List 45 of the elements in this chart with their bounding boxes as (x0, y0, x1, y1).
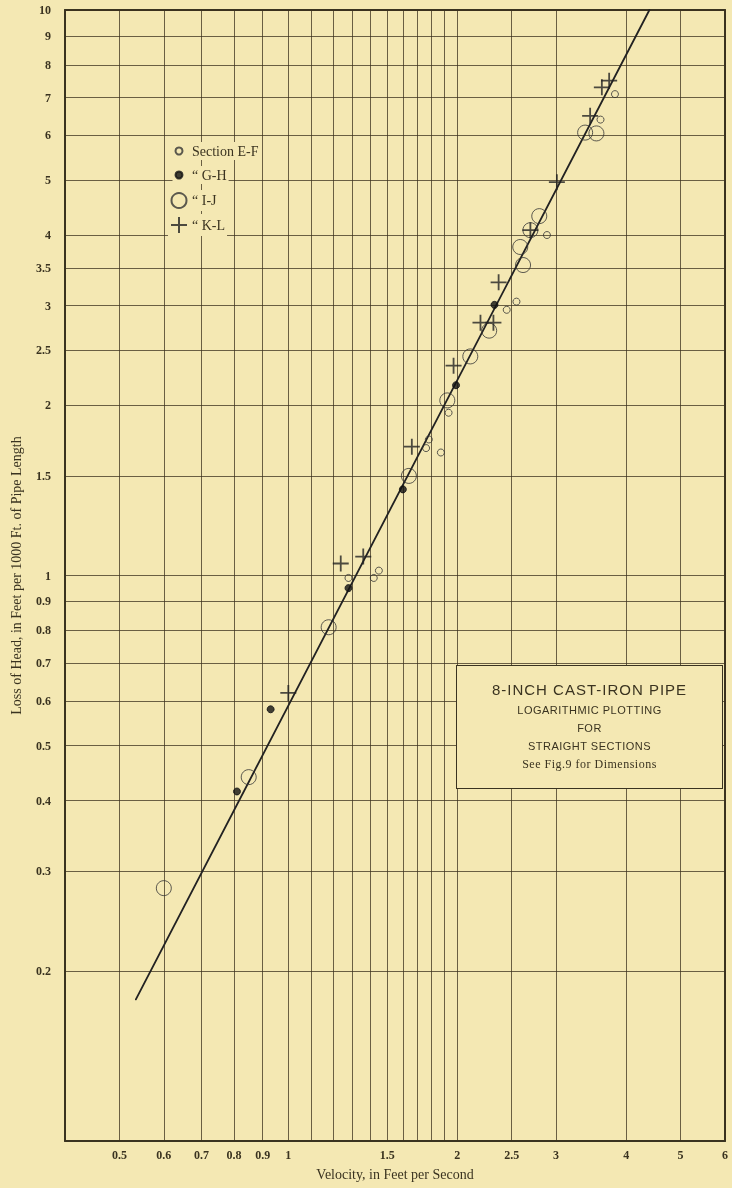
x-tick-label: 0.9 (255, 1148, 271, 1162)
y-tick-label: 2 (45, 398, 51, 413)
y-tick-label: 0.4 (36, 793, 51, 808)
y-tick-label: 3.5 (36, 260, 51, 275)
legend-label: “ G-H (192, 167, 227, 183)
x-tick-label: 5 (677, 1148, 684, 1162)
annotation: LOGARITHMIC PLOTTING (516, 703, 663, 718)
y-tick-label: 0.2 (36, 963, 51, 978)
x-tick-label: 3 (553, 1148, 560, 1162)
annotation: See Fig.9 for Dimensions (521, 756, 658, 773)
y-tick-label: 0.8 (36, 623, 51, 638)
annotation: STRAIGHT SECTIONS (526, 739, 653, 754)
y-tick-label: 2.5 (36, 343, 51, 358)
y-tick-label: 3 (45, 298, 51, 313)
x-tick-label: 0.7 (193, 1148, 209, 1162)
x-tick-label: 2.5 (504, 1148, 520, 1162)
y-tick-label: 0.7 (36, 656, 51, 671)
x-tick-label: 2 (454, 1148, 461, 1162)
y-tick-label: 0.9 (36, 594, 51, 609)
y-tick-label: 10 (39, 3, 51, 17)
legend-label: Section E-F (192, 143, 259, 159)
y-tick-label: 1 (45, 568, 51, 583)
x-tick-label: 1 (285, 1148, 292, 1162)
y-axis-title: Loss of Head, in Feet per 1000 Ft. of Pipe Length (8, 436, 24, 715)
x-tick-label: 0.6 (156, 1148, 172, 1162)
y-tick-label: 0.6 (36, 693, 51, 708)
y-tick-label: 7 (45, 90, 51, 105)
y-tick-label: 1.5 (36, 468, 51, 483)
legend-label: “ K-L (192, 217, 226, 233)
annotation: FOR (576, 721, 603, 736)
x-tick-label: 1.5 (379, 1148, 395, 1162)
y-tick-label: 5 (45, 173, 51, 188)
y-tick-label: 8 (45, 57, 51, 72)
y-tick-label: 6 (45, 128, 51, 143)
x-tick-label: 0.8 (226, 1148, 242, 1162)
annotation: 8-INCH CAST-IRON PIPE (490, 680, 689, 700)
legend-label: “ I-J (192, 193, 218, 208)
x-axis-title: Velocity, in Feet per Second (316, 1166, 474, 1182)
y-tick-label: 9 (45, 28, 51, 43)
x-tick-label: 0.5 (111, 1148, 127, 1162)
y-tick-label: 0.3 (36, 864, 51, 879)
y-tick-label: 4 (45, 228, 51, 243)
y-tick-label: 0.5 (36, 738, 51, 753)
x-tick-label: 6 (722, 1148, 728, 1162)
x-tick-label: 4 (623, 1148, 630, 1162)
